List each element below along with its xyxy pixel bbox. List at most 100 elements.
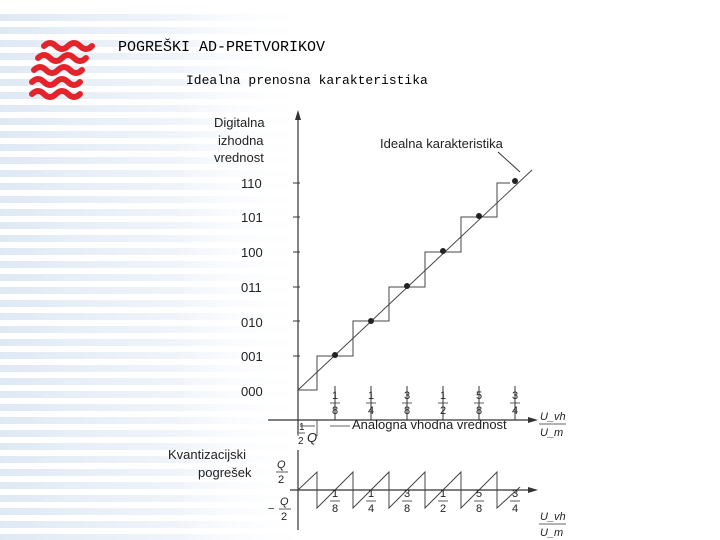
slide-title: POGREŠKI AD-PRETVORIKOV	[118, 39, 326, 56]
error-x-tick-den: 8	[404, 503, 410, 515]
ideal-label-leader	[497, 151, 521, 173]
output-codes: 110 101 100 011 010 001 000	[241, 176, 263, 399]
background-stripe	[0, 170, 320, 177]
x-tick-num: 1	[368, 390, 374, 402]
x-tick-den: 8	[476, 405, 482, 417]
x-tick-num: 5	[476, 390, 482, 402]
background-stripe	[0, 404, 320, 411]
background-stripe	[0, 92, 320, 99]
error-pos-num: Q	[277, 459, 286, 471]
y-axis-label-line-2: izhodna	[218, 133, 264, 148]
code-label: 100	[241, 245, 263, 260]
background-stripe	[0, 40, 320, 47]
background-stripe	[0, 14, 320, 21]
background-stripe	[0, 53, 320, 60]
background-stripe	[0, 352, 320, 359]
background-stripe	[0, 209, 320, 216]
error-x-tick-den: 8	[476, 503, 482, 515]
background-stripe	[0, 274, 320, 281]
code-label: 101	[241, 210, 263, 225]
background-stripe	[0, 430, 320, 437]
background-stripe	[0, 300, 320, 307]
background-stripe	[0, 27, 320, 34]
background-stripe	[0, 378, 320, 385]
background-stripe	[0, 105, 320, 112]
error-x-tick-den: 8	[332, 503, 338, 515]
background-stripe	[0, 157, 320, 164]
x-tick-num: 3	[404, 390, 410, 402]
error-pos-den: 2	[278, 474, 284, 486]
error-x-unit-top: U_vh	[540, 511, 566, 523]
background-stripe	[0, 261, 320, 268]
error-x-tick-num: 1	[440, 488, 446, 500]
background-stripe	[0, 287, 320, 294]
error-x-tick-num: 1	[332, 488, 338, 500]
midpoint-dot	[440, 248, 446, 254]
x-tick-den: 8	[404, 405, 410, 417]
x-unit-bottom: U_m	[540, 427, 563, 439]
x-axis-unit: U_vh U_m	[539, 411, 566, 439]
code-midpoints	[332, 178, 518, 358]
error-x-tick-num: 3	[404, 488, 410, 500]
error-neg-den: 2	[281, 511, 287, 523]
background-stripe	[0, 79, 320, 86]
error-neg-label: − Q 2	[268, 496, 291, 523]
half-q-symbol: Q	[307, 430, 317, 445]
error-x-tick-den: 4	[368, 503, 374, 515]
background-stripe	[0, 222, 320, 229]
midpoint-dot	[368, 318, 374, 324]
x-axis-label: Analogna vhodna vrednost	[352, 417, 507, 432]
background-stripe	[0, 131, 320, 138]
background-stripe	[0, 534, 320, 540]
x-tick-num: 1	[332, 390, 338, 402]
slide-subtitle: Idealna prenosna karakteristika	[186, 73, 428, 88]
error-x-axis-unit: U_vh U_m	[539, 511, 566, 539]
error-x-unit-bottom: U_m	[540, 527, 563, 539]
half-q-marker: 1 2 Q	[297, 420, 318, 447]
x-axis-arrow	[528, 417, 538, 423]
y-ticks	[293, 182, 300, 357]
background-stripe	[0, 326, 320, 333]
background-stripe	[0, 339, 320, 346]
midpoint-dot	[476, 213, 482, 219]
background-stripe	[0, 495, 320, 502]
background-stripe	[0, 196, 320, 203]
error-x-tick-den: 4	[512, 503, 518, 515]
code-label: 110	[241, 176, 262, 191]
error-neg-sign: −	[268, 503, 274, 515]
background-stripe	[0, 456, 320, 463]
code-label: 011	[241, 280, 262, 295]
error-x-tick-num: 5	[476, 488, 482, 500]
midpoint-dot	[404, 283, 410, 289]
background-stripe	[0, 521, 320, 528]
error-label-line-2: pogrešek	[198, 465, 252, 480]
code-label: 001	[241, 349, 263, 364]
x-tick-den: 4	[512, 405, 518, 417]
y-axis-arrow	[295, 110, 301, 120]
x-tick-den: 8	[332, 405, 338, 417]
background-stripe	[0, 365, 320, 372]
background-stripe	[0, 482, 320, 489]
midpoint-dot	[512, 178, 518, 184]
x-tick-num: 3	[512, 390, 518, 402]
error-x-tick-den: 2	[440, 503, 446, 515]
x-tick-labels: 1 8 1 4 3 8 1 2 5 8 3 4	[330, 390, 520, 417]
code-label: 010	[241, 315, 263, 330]
x-tick-den: 2	[440, 405, 446, 417]
background-stripe	[0, 183, 320, 190]
x-ticks	[334, 386, 516, 420]
y-axis-label-line-3: vrednost	[214, 150, 264, 165]
background-stripe	[0, 144, 320, 151]
background-stripe	[0, 391, 320, 398]
error-neg-num: Q	[280, 496, 289, 508]
error-x-tick-num: 3	[512, 488, 518, 500]
error-x-tick-labels: 1 8 1 4 3 8 1 2 5 8 3 4	[330, 488, 520, 515]
background-stripe	[0, 118, 320, 125]
x-tick-den: 4	[368, 405, 374, 417]
x-tick-num: 1	[440, 390, 446, 402]
midpoint-dot	[332, 352, 338, 358]
background-stripe	[0, 235, 320, 242]
error-pos-label: Q 2	[276, 459, 288, 486]
background-stripe	[0, 443, 320, 450]
error-x-tick-num: 1	[368, 488, 374, 500]
